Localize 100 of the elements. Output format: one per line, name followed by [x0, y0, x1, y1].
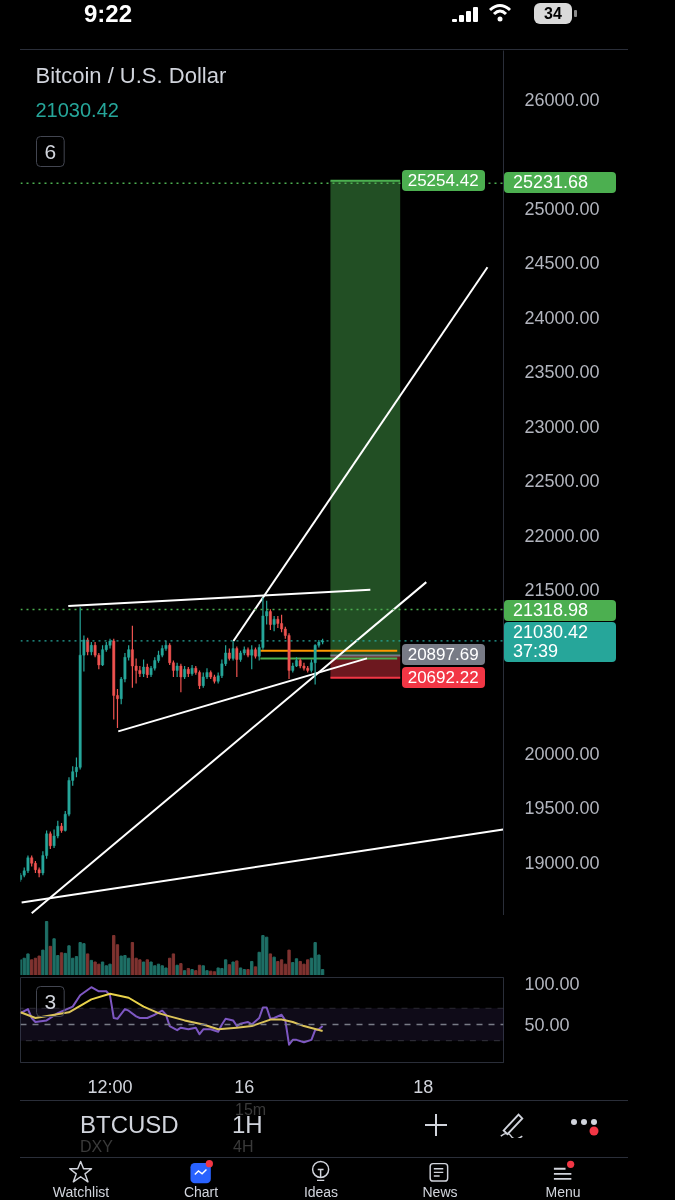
bar: [197, 964, 202, 975]
text: Chart: [182, 1184, 220, 1200]
bar: [59, 952, 64, 975]
bar: [291, 962, 295, 975]
bar: [287, 949, 291, 975]
ref-line-label: 25231.68: [513, 172, 590, 193]
text: Menu: [544, 1184, 582, 1200]
y-tick-label: 22500.00: [524, 471, 600, 492]
text: BTCUSD: [80, 1111, 179, 1138]
candlestick: [198, 669, 201, 690]
bar: [138, 959, 142, 975]
bar: [201, 965, 205, 975]
bar: [89, 959, 94, 975]
y-tick-label: 26000.00: [524, 90, 600, 111]
candlestick: [179, 663, 183, 693]
bar: [127, 957, 131, 975]
bar: [168, 957, 172, 975]
candlestick: [101, 644, 104, 667]
candlestick: [175, 662, 179, 678]
bar: [130, 942, 135, 975]
data-label: 20692.22: [401, 666, 485, 688]
bar: [82, 943, 86, 975]
text: 37:39: [513, 641, 560, 662]
bar: [250, 960, 254, 975]
text: DXY: [80, 1138, 113, 1155]
bar: [302, 963, 306, 975]
bar: [279, 959, 284, 975]
bar: [108, 963, 112, 975]
text: 9:22: [84, 0, 133, 27]
x-tick-label: 18: [413, 1076, 434, 1097]
bar: [298, 960, 302, 975]
y-tick-label: 19500.00: [524, 798, 600, 819]
bar: [242, 969, 246, 975]
bar: [179, 963, 183, 975]
y-tick-label: 25000.00: [524, 198, 600, 219]
y-tick-label: 24500.00: [524, 253, 600, 274]
data-label: 25254.42: [401, 169, 485, 191]
candlestick: [60, 822, 63, 834]
bar: [145, 959, 149, 975]
bar: [190, 969, 194, 975]
bar: [100, 961, 105, 975]
bar: [306, 959, 310, 975]
y-tick-label: 50.00: [524, 1014, 570, 1035]
bar: [119, 955, 123, 975]
bar: [30, 959, 34, 975]
bar: [261, 935, 265, 975]
candlestick: [254, 646, 257, 659]
bar: [212, 971, 217, 975]
text: 15m: [235, 1101, 267, 1118]
y-tick-label: 20000.00: [524, 743, 600, 764]
bar: [268, 953, 273, 975]
bar: [85, 953, 90, 975]
x-tick-label: 16: [234, 1076, 255, 1097]
bar: [235, 960, 239, 975]
candlestick: [213, 674, 216, 685]
bar: [149, 961, 153, 975]
bar: [112, 935, 116, 975]
bar: [104, 965, 108, 975]
bar: [223, 959, 228, 975]
text: 34: [534, 3, 572, 24]
candlestick: [276, 615, 280, 629]
text: News: [421, 1184, 459, 1200]
annotation: 3: [44, 989, 57, 1013]
text: 4H: [233, 1138, 254, 1155]
y-tick-label: 24000.00: [524, 307, 600, 328]
bar: [246, 969, 250, 975]
bar: [78, 942, 82, 975]
y-tick-label: 19000.00: [524, 852, 600, 873]
candlestick: [272, 615, 276, 632]
bar: [26, 953, 30, 975]
ref-line-label: 21030.42: [513, 622, 590, 643]
bar: [171, 953, 176, 975]
bar: [164, 967, 168, 975]
bar: [227, 964, 232, 975]
bar: [44, 921, 49, 975]
text: Watchlist: [51, 1184, 111, 1200]
bar: [97, 963, 101, 975]
bar: [238, 967, 243, 975]
bar: [313, 942, 317, 975]
bar: [253, 966, 258, 975]
bar: [37, 955, 41, 975]
bar: [33, 957, 38, 975]
bar: [67, 945, 71, 975]
bar: [231, 961, 235, 975]
bar: [175, 964, 179, 975]
y-tick-label: 100.00: [524, 974, 580, 995]
bar: [209, 970, 213, 975]
bar: [52, 938, 56, 975]
bar: [182, 970, 187, 975]
bar: [160, 965, 164, 975]
annotation: 6: [44, 139, 57, 163]
x-tick-label: 12:00: [87, 1076, 133, 1097]
candlestick: [268, 608, 272, 631]
candlestick: [313, 643, 317, 686]
bar: [265, 936, 269, 975]
bar: [216, 967, 220, 975]
bar: [294, 958, 299, 975]
bar: [153, 965, 157, 975]
y-tick-label: 23500.00: [524, 362, 600, 383]
data-label: 20897.69: [401, 644, 485, 666]
